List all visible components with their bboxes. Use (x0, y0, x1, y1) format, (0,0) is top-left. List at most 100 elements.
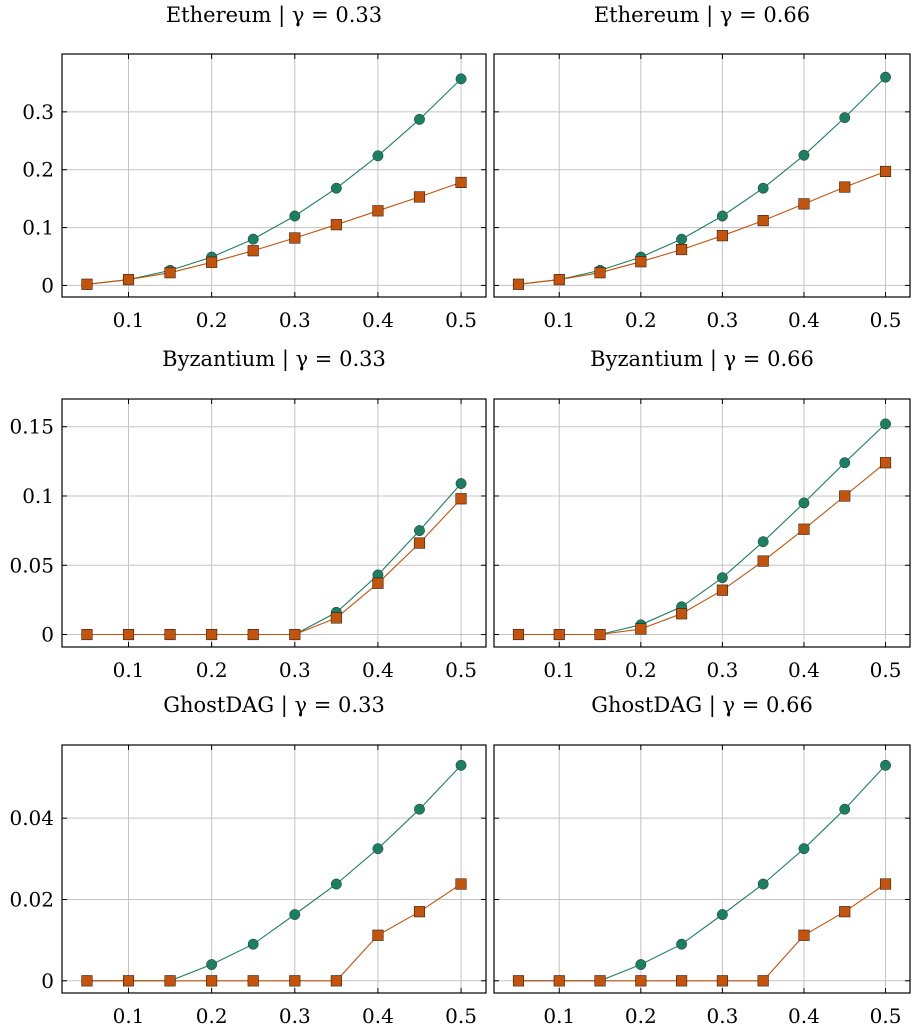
series-2-point (247, 628, 259, 641)
x-tick-label: 0.2 (196, 658, 228, 682)
series-2-point (594, 975, 606, 987)
series-2-point (81, 628, 93, 641)
y-tick-label: 0.1 (22, 484, 54, 508)
plot-frame (493, 744, 911, 994)
series-2-point (553, 628, 565, 641)
series-1-point (372, 843, 384, 855)
series-2-point (553, 975, 565, 987)
series-1-point (289, 909, 301, 920)
x-tick-label: 0.3 (279, 308, 311, 332)
series-2-point (512, 628, 525, 641)
series-1-point (839, 803, 851, 815)
series-1-point (839, 112, 851, 124)
plot-frame (61, 744, 487, 994)
series-2-point (676, 244, 688, 256)
x-tick-label: 0.4 (362, 658, 394, 682)
series-2-point (330, 612, 342, 624)
x-tick-label: 0.1 (113, 658, 145, 682)
series-2-point (594, 628, 606, 641)
subplot-4: Byzantium | γ = 0.66 0.1 0.2 0.3 0.4 0.5 (493, 347, 911, 682)
series-2-point (122, 975, 135, 987)
series-2-point (289, 975, 301, 987)
series-2-point (247, 245, 259, 257)
x-tick-label: 0.3 (279, 658, 311, 682)
series-2-point (206, 628, 218, 641)
y-tick-label: 0.2 (22, 158, 54, 182)
series-2-point (839, 181, 851, 193)
x-tick-label: 0.1 (543, 1004, 575, 1028)
series-1-line (518, 76, 886, 285)
series-2-point (413, 537, 426, 549)
x-tick-label: 0.5 (445, 1004, 477, 1028)
y-tick-label: 0.05 (9, 553, 54, 577)
series-2-point (455, 176, 467, 188)
series-2-point (635, 975, 647, 987)
series-2-point (372, 929, 384, 941)
series-2-point (330, 219, 342, 231)
x-tick-label: 0.2 (625, 1004, 657, 1028)
series-1-point (757, 536, 769, 548)
x-tick-label: 0.1 (113, 1004, 145, 1028)
series-1-point (206, 959, 218, 970)
series-2-point (122, 628, 135, 641)
series-2-point (206, 975, 218, 987)
subplot-title: Ethereum | γ = 0.66 (594, 3, 810, 28)
series-2-point (413, 191, 426, 203)
series-1-point (635, 959, 647, 970)
series-2-line (518, 883, 886, 982)
series-2-point (455, 878, 467, 890)
x-tick-label: 0.2 (625, 658, 657, 682)
plot-frame (61, 53, 487, 298)
series-2-point (372, 577, 384, 589)
series-2-point (757, 975, 769, 987)
series-2-point (512, 278, 525, 290)
series-2-point (413, 906, 426, 918)
subplot-5: GhostDAG | γ = 0.33 0.1 0.2 0.3 0.4 0.5 0 0.02 0… (9, 693, 487, 1028)
x-tick-label: 0.2 (196, 308, 228, 332)
x-tick-label: 0.3 (279, 1004, 311, 1028)
series-2-point (289, 232, 301, 244)
series-1-point (372, 150, 384, 162)
series-2-point (635, 623, 647, 635)
series-2-point (798, 929, 810, 941)
series-2-point (164, 628, 176, 641)
series-2-point (879, 878, 892, 890)
series-2-point (553, 274, 565, 286)
series-2-point (81, 975, 93, 987)
series-1-point (414, 525, 425, 537)
series-2-point (455, 493, 467, 505)
x-tick-label: 0.4 (788, 1004, 820, 1028)
series-1-point (330, 182, 342, 194)
series-1-point (676, 938, 688, 950)
series-1-point (757, 182, 769, 194)
series-2-point (757, 555, 769, 567)
series-1-point (798, 843, 810, 855)
series-1-point (247, 938, 259, 950)
x-tick-label: 0.4 (362, 1004, 394, 1028)
plot-frame (493, 398, 911, 648)
series-2-point (164, 975, 176, 987)
series-1-point (289, 210, 301, 222)
x-tick-label: 0.3 (706, 658, 738, 682)
series-1-point (414, 803, 425, 815)
series-2-point (289, 628, 301, 641)
x-tick-label: 0.2 (196, 1004, 228, 1028)
series-2-point (798, 523, 810, 535)
series-2-point (839, 906, 851, 918)
series-1-point (716, 572, 728, 584)
series-1-point (880, 759, 891, 771)
series-2-point (81, 278, 93, 290)
x-tick-label: 0.4 (788, 308, 820, 332)
y-tick-label: 0 (41, 623, 54, 647)
series-2-point (635, 256, 647, 268)
series-2-point (594, 267, 606, 279)
y-tick-label: 0 (41, 273, 54, 297)
subplot-2: Ethereum | γ = 0.66 0.1 0.2 0.3 0.4 0.5 (493, 3, 911, 332)
series-2-point (206, 256, 218, 268)
series-2-point (839, 490, 851, 502)
plot-frame (493, 53, 911, 298)
series-2-point (879, 165, 892, 177)
y-tick-label: 0.3 (22, 100, 54, 124)
